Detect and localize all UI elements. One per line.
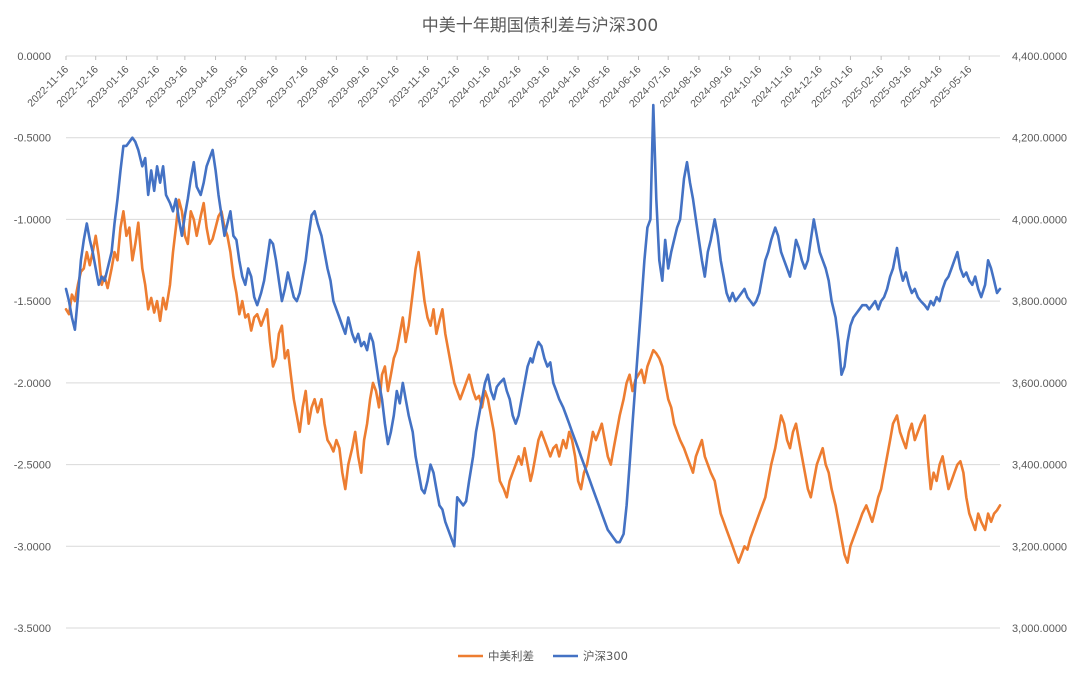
left-tick-label: -0.5000 bbox=[14, 133, 51, 145]
right-axis-ticks: 4,400.0000 4,200.0000 4,000.0000 3,800.0000… bbox=[1012, 51, 1067, 635]
left-tick-label: -1.5000 bbox=[14, 296, 51, 308]
right-tick-label: 3,800.0000 bbox=[1012, 296, 1067, 308]
right-tick-label: 3,200.0000 bbox=[1012, 541, 1067, 553]
left-axis-ticks: 0.0000 -0.5000 -1.0000 -1.5000 -2.0000 -2.500… bbox=[14, 51, 51, 635]
left-tick-label: -1.0000 bbox=[14, 214, 51, 226]
grid bbox=[66, 55, 1000, 629]
left-tick-label: -2.0000 bbox=[14, 378, 51, 390]
left-tick-label: 0.0000 bbox=[17, 51, 51, 63]
right-tick-label: 4,400.0000 bbox=[1012, 51, 1067, 63]
right-tick-label: 4,200.0000 bbox=[1012, 133, 1067, 145]
series-lines bbox=[64, 103, 1002, 564]
left-tick-label: -2.5000 bbox=[14, 460, 51, 472]
legend-label-1: 沪深300 bbox=[583, 649, 628, 663]
right-tick-label: 4,000.0000 bbox=[1012, 214, 1067, 226]
right-tick-label: 3,000.0000 bbox=[1012, 623, 1067, 635]
right-tick-label: 3,600.0000 bbox=[1012, 378, 1067, 390]
legend-label-0: 中美利差 bbox=[488, 649, 534, 663]
left-tick-label: -3.5000 bbox=[14, 623, 51, 635]
left-tick-label: -3.0000 bbox=[14, 541, 51, 553]
legend: 中美利差 沪深300 bbox=[458, 649, 628, 663]
right-tick-label: 3,400.0000 bbox=[1012, 460, 1067, 472]
x-axis-ticks: 2022-11-162022-12-162023-01-162023-02-16… bbox=[25, 56, 975, 110]
chart-title: 中美十年期国债利差与沪深300 bbox=[422, 16, 658, 36]
series-line-1 bbox=[64, 103, 1002, 548]
series-line-0 bbox=[64, 198, 1002, 564]
